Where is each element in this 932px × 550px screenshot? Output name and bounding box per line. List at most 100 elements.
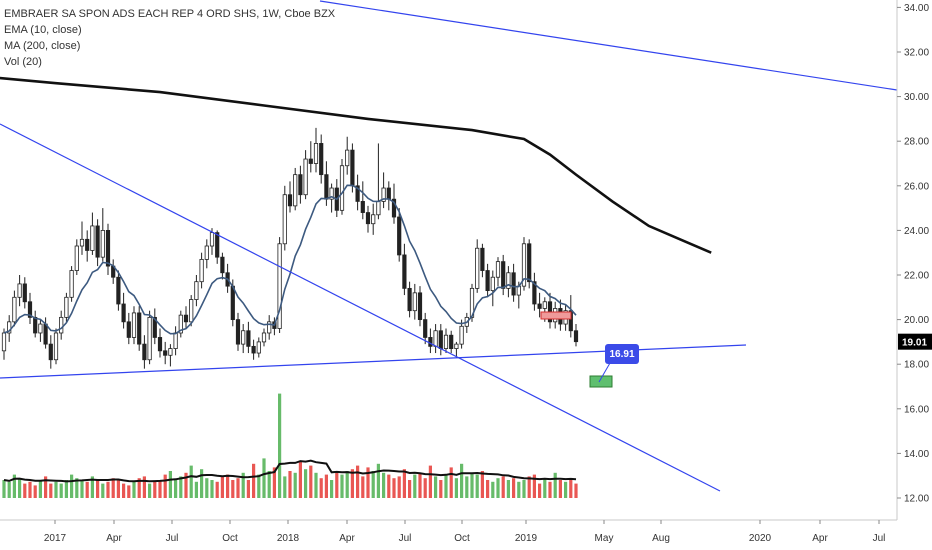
- volume-bar: [116, 480, 120, 498]
- candle-body: [319, 143, 324, 176]
- candle-body: [261, 332, 267, 343]
- candle-body: [443, 334, 449, 349]
- volume-bar: [246, 480, 250, 498]
- time-tick-label: Oct: [222, 533, 238, 544]
- candle-body: [163, 350, 168, 356]
- volume-bar: [184, 472, 188, 498]
- legend-ma[interactable]: MA (200, close): [4, 40, 81, 52]
- target-callout: [605, 344, 639, 364]
- volume-bar: [200, 469, 204, 498]
- annotations[interactable]: 16.91: [540, 311, 639, 388]
- candle-body: [293, 174, 298, 207]
- price-tick-label: 18.00: [904, 360, 929, 371]
- candle-body: [126, 321, 131, 338]
- candle-body: [27, 301, 33, 318]
- candle-body: [215, 232, 220, 258]
- candle-body: [516, 285, 521, 296]
- volume-bar: [340, 474, 344, 498]
- legend-vol[interactable]: Vol (20): [4, 56, 42, 68]
- volume-bar: [439, 480, 443, 498]
- time-tick-label: Apr: [106, 533, 122, 544]
- candle-body: [521, 243, 527, 287]
- candle-body: [287, 194, 293, 207]
- upper-resistance-trendline: [319, 0, 898, 91]
- candle-body: [433, 330, 438, 347]
- volume-bar: [252, 463, 256, 498]
- time-axis[interactable]: 2017 Apr Jul Oct 2018 Apr Jul Oct 2019 May Aug 2020…: [0, 519, 897, 544]
- volume-bar: [194, 481, 198, 498]
- candle-body: [241, 330, 246, 345]
- trendlines[interactable]: [0, 0, 898, 492]
- candle-body: [480, 247, 485, 271]
- candle-body: [485, 270, 490, 292]
- volume-bar: [475, 474, 479, 498]
- candle-body: [17, 283, 22, 298]
- volume-bar: [189, 465, 193, 498]
- legend-title[interactable]: EMBRAER SA SPON ADS EACH REP 4 ORD SHS, …: [4, 8, 336, 20]
- candle-body: [116, 276, 121, 305]
- volume-bar: [371, 471, 375, 498]
- price-tick-label: 34.00: [904, 3, 929, 14]
- candle-body: [313, 143, 319, 164]
- volume-bar: [85, 481, 89, 498]
- time-tick-label: 2019: [515, 533, 538, 544]
- volume-bar: [220, 476, 224, 498]
- candle-body: [90, 225, 95, 251]
- volume-bar: [210, 480, 214, 498]
- volume-bar: [101, 483, 105, 498]
- candle-body: [189, 299, 194, 323]
- time-tick-label: Jul: [873, 533, 886, 544]
- time-tick-label: Aug: [652, 533, 670, 544]
- candle-body: [256, 341, 261, 354]
- candle-body: [246, 330, 251, 347]
- candle-body: [64, 296, 69, 318]
- volume-bar: [470, 472, 474, 498]
- price-axis[interactable]: 34.00 32.00 30.00 28.00 26.00 24.00 22.00 20.00…: [896, 0, 932, 520]
- price-tick-label: 14.00: [904, 449, 929, 460]
- candle-body: [33, 316, 38, 334]
- candle-body: [74, 245, 79, 271]
- volume-bar: [356, 465, 360, 498]
- candle-body: [251, 345, 256, 354]
- volume-bar: [158, 480, 162, 498]
- candle-body: [204, 245, 209, 260]
- candle-body: [220, 256, 225, 274]
- volume-bar: [501, 476, 505, 498]
- volume-bar: [90, 476, 94, 498]
- candle-body: [308, 158, 313, 164]
- candle-body: [537, 303, 542, 309]
- resistance-box: [540, 311, 572, 320]
- volume-bar: [434, 476, 438, 498]
- volume-bar: [132, 481, 136, 498]
- volume-bar: [460, 463, 464, 498]
- time-tick-label: Apr: [812, 533, 828, 544]
- volume-bar: [38, 480, 42, 498]
- volume-bar: [49, 483, 53, 498]
- volume-bar: [288, 471, 292, 498]
- candle-body: [407, 287, 412, 312]
- volume-bar: [153, 481, 157, 498]
- volume-bar: [241, 472, 245, 498]
- volume-bar: [257, 474, 261, 498]
- volume-bar: [558, 480, 562, 498]
- volume-bar: [376, 463, 380, 498]
- candle-body: [121, 303, 126, 323]
- volume-bar: [512, 478, 516, 498]
- candle-body: [360, 201, 365, 213]
- last-price-tag: [898, 333, 932, 350]
- legend-ema[interactable]: EMA (10, close): [4, 24, 82, 36]
- volume-ma-path: [3, 459, 577, 483]
- volume-bar: [330, 480, 334, 498]
- volume-bar: [137, 478, 141, 498]
- volume-bar: [278, 393, 282, 498]
- volume-bar: [449, 467, 453, 498]
- volume-bar: [538, 483, 542, 498]
- price-tick-label: 24.00: [904, 226, 929, 237]
- candle-body: [12, 296, 17, 323]
- candle-body: [173, 332, 178, 349]
- volume-bar: [548, 481, 552, 498]
- volume-bar: [272, 467, 276, 498]
- volume-bar: [564, 481, 568, 498]
- candle-body: [475, 247, 480, 289]
